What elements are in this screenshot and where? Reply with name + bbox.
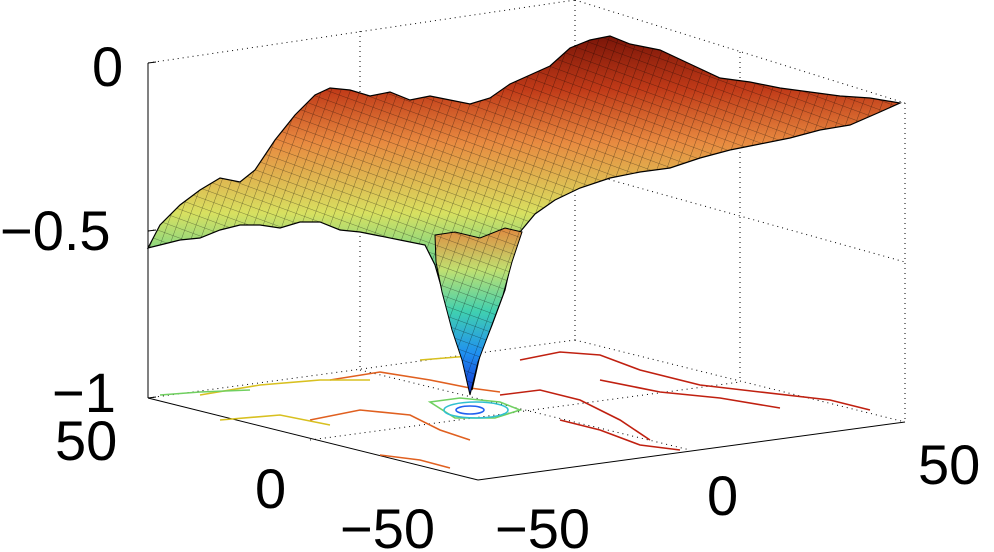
- surface: [146, 35, 903, 396]
- surface-mesh: [148, 36, 900, 390]
- z-tick-0: [147, 61, 157, 64]
- y-tick-label-50: 50: [55, 409, 117, 472]
- grid-z-mid-right: [574, 169, 906, 263]
- x-tick-label-0: 0: [707, 464, 738, 527]
- y-axis: [147, 397, 479, 481]
- axes-box: [147, 0, 906, 481]
- y-tick-label-neg50: −50: [340, 497, 435, 552]
- floor-contours: [159, 351, 871, 469]
- back-edge-top: [147, 0, 576, 64]
- y-tick-label-0: 0: [255, 457, 286, 520]
- x-tick-label-50: 50: [918, 433, 980, 496]
- well-mesh: [435, 228, 522, 395]
- contour-level-green: [159, 389, 523, 419]
- contour-level-blue: [455, 405, 485, 415]
- contour-level-cyan: [443, 401, 509, 419]
- x-tick-label-neg50: −50: [495, 497, 590, 552]
- z-tick-label-mid: −0.5: [0, 199, 111, 262]
- contour-level-orange: [309, 371, 501, 469]
- tick-marks: [147, 61, 157, 399]
- z-tick-min: [147, 396, 157, 399]
- contour-level-high: [499, 351, 871, 451]
- back-floor-right: [574, 339, 906, 423]
- z-tick-label-top: 0: [92, 35, 123, 98]
- z-tick-mid: [147, 229, 157, 232]
- tick-labels: 0 −0.5 −1 50 0 −50 −50 0 50: [0, 35, 980, 552]
- z-tick-label-bottom: −1: [52, 361, 116, 424]
- x-axis: [477, 421, 906, 481]
- grid-floor-y0: [359, 369, 691, 451]
- back-floor-left: [147, 339, 576, 399]
